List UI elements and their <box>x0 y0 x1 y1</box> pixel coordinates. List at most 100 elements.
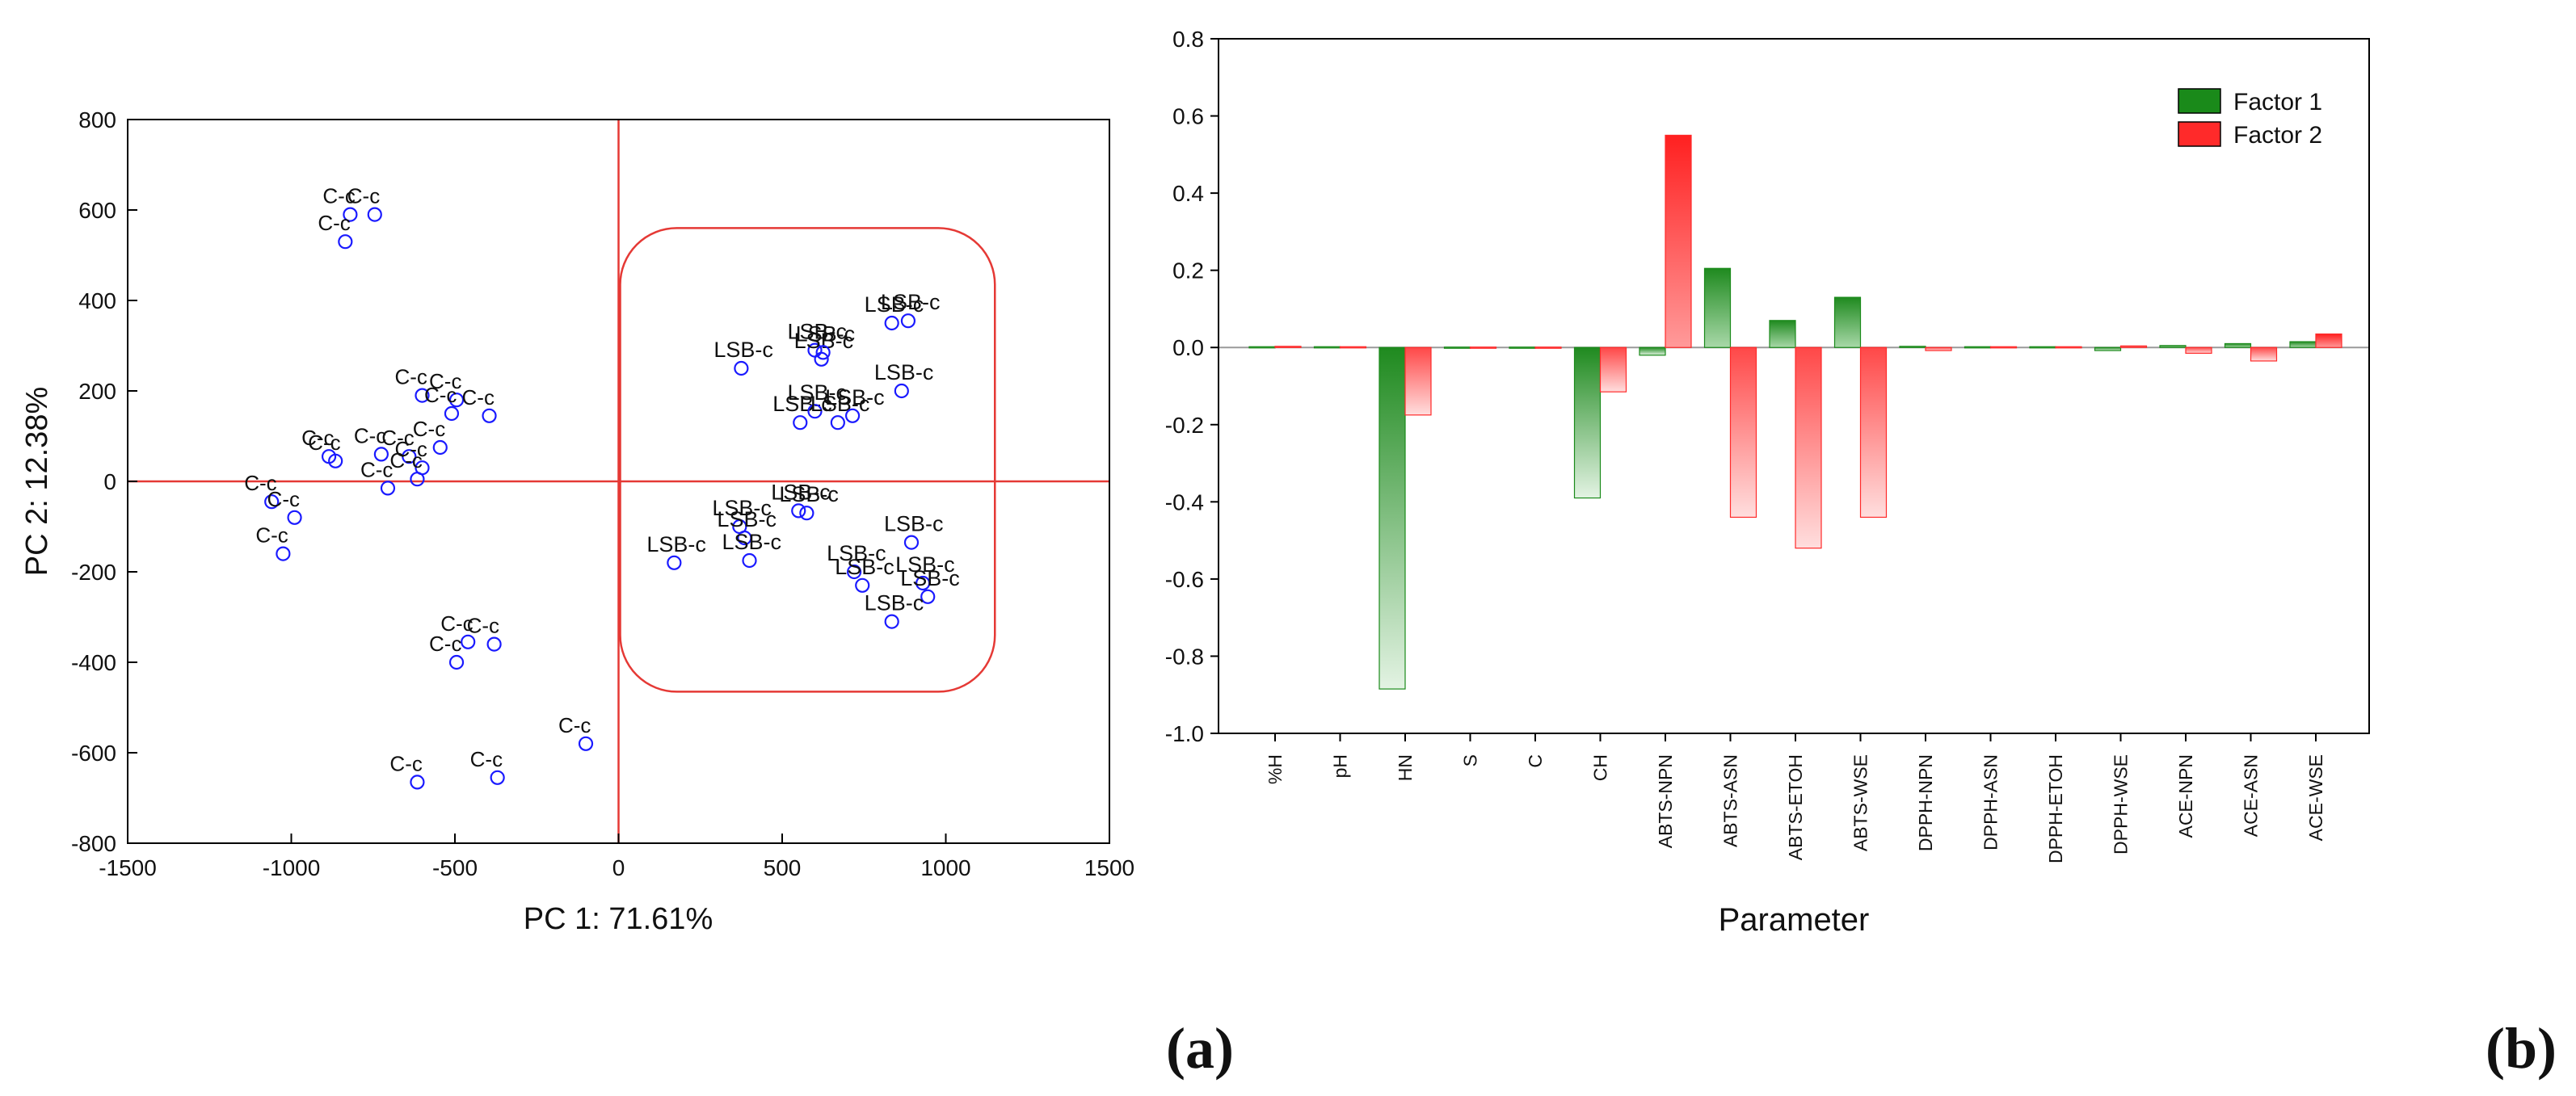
point-label: C-c <box>389 448 422 472</box>
x-tick-label: 1500 <box>1084 855 1134 880</box>
y-tick-label: 200 <box>78 379 116 404</box>
point-label: C-c <box>462 385 495 409</box>
point-lsb-c: LSB-c <box>772 392 832 430</box>
point-lsb-c: LSB-c <box>712 496 772 535</box>
point-lsb-c: LSB-c <box>788 320 848 358</box>
point-lsb-c: LSB-c <box>881 290 941 329</box>
point-label: LSB-c <box>900 566 960 590</box>
point-marker <box>793 415 808 430</box>
legend: Factor 1 Factor 2 <box>2178 88 2322 149</box>
point-marker <box>667 555 682 570</box>
point-marker <box>791 503 806 519</box>
point-marker <box>415 388 430 403</box>
point-label: LSB-c <box>788 380 848 405</box>
point-label: C-c <box>267 487 300 511</box>
bar-factor-1 <box>1248 346 1276 349</box>
point-label: C-c <box>440 611 473 636</box>
y-tick-label: -0.2 <box>1165 413 1204 438</box>
category-label: CH <box>1590 754 1611 781</box>
legend-swatch-factor-2 <box>2178 121 2221 147</box>
point-marker <box>894 383 909 399</box>
point-marker <box>737 530 752 546</box>
bar-factor-2 <box>1339 346 1367 349</box>
point-label: LSB-c <box>788 320 848 344</box>
bar-factor-1 <box>1509 346 1536 349</box>
bar-factor-2 <box>2250 346 2278 362</box>
point-lsb-c: LSB-c <box>874 360 933 399</box>
point-label: C-c <box>413 417 445 441</box>
point-lsb-c: LSB-c <box>722 530 781 569</box>
point-label: LSB-c <box>794 329 854 353</box>
category-label: DPPH-WSE <box>2111 754 2132 855</box>
highlight-region <box>619 227 996 693</box>
point-lsb-c: LSB-c <box>810 392 869 430</box>
category-label: S <box>1460 754 1481 766</box>
bar-factor-1 <box>2159 345 2187 348</box>
point-marker <box>807 404 823 419</box>
point-label: LSB-c <box>884 512 944 536</box>
point-marker <box>742 552 757 569</box>
point-marker <box>815 345 831 360</box>
point-c-c: C-c <box>470 747 505 785</box>
point-label: C-c <box>470 747 503 771</box>
category-label: ABTS-WSE <box>1850 754 1871 851</box>
point-label: LSB-c <box>717 507 777 531</box>
point-label: C-c <box>395 365 427 389</box>
bar-factor-2 <box>1729 346 1757 519</box>
point-c-c: C-c <box>389 448 425 487</box>
point-label: LSB-c <box>713 338 773 362</box>
point-label: C-c <box>255 523 288 548</box>
point-marker <box>338 234 353 250</box>
point-c-c: C-c <box>395 437 430 476</box>
bar-factor-2 <box>1925 346 1952 351</box>
point-marker <box>276 546 291 561</box>
y-tick-label: 600 <box>78 198 116 223</box>
bar-factor-2 <box>2055 346 2082 349</box>
bar-factor-2 <box>1469 346 1497 349</box>
y-tick-label: -1.0 <box>1165 721 1204 746</box>
point-marker <box>461 634 476 649</box>
x-axis-label: Parameter <box>1719 902 1870 938</box>
highlight-rounded-box <box>619 227 996 693</box>
bar-factor-1 <box>1639 346 1666 356</box>
point-marker <box>844 408 861 423</box>
point-label: C-c <box>429 369 461 393</box>
bar-factor-2 <box>1534 346 1562 349</box>
category-label: ABTS-ASN <box>1720 754 1741 847</box>
point-marker <box>343 207 358 222</box>
category-label: ACE-WSE <box>2305 754 2326 841</box>
bar-factor-1 <box>1573 346 1602 499</box>
bar-factor-1 <box>1313 346 1341 349</box>
category-label: C <box>1525 754 1546 768</box>
point-label: LSB-c <box>881 290 941 314</box>
point-c-c: C-c <box>413 417 448 456</box>
point-lsb-c: LSB-c <box>884 512 944 550</box>
point-c-c: C-c <box>429 369 465 408</box>
category-label: ABTS-ETOH <box>1785 754 1806 860</box>
point-c-c: C-c <box>389 751 425 790</box>
point-c-c: C-c <box>267 487 302 525</box>
legend-label-factor-1: Factor 1 <box>2233 89 2322 115</box>
point-c-c: C-c <box>347 184 382 222</box>
point-c-c: C-c <box>440 611 476 649</box>
point-label: C-c <box>424 383 457 407</box>
y-tick-label: -0.6 <box>1165 567 1204 592</box>
point-lsb-c: LSB-c <box>717 507 777 546</box>
legend-swatch-factor-1 <box>2178 88 2221 114</box>
panel-label-a: (a) <box>1166 1016 1234 1081</box>
point-label: C-c <box>347 184 380 208</box>
point-marker <box>884 614 899 629</box>
point-label: LSB-c <box>865 292 924 317</box>
y-tick-label: -200 <box>71 560 116 585</box>
bar-factor-1 <box>2224 342 2252 348</box>
point-lsb-c: LSB-c <box>646 532 706 570</box>
point-c-c: C-c <box>308 430 343 468</box>
point-c-c: C-c <box>462 385 497 423</box>
category-label: ACE-NPN <box>2175 754 2196 838</box>
point-marker <box>432 439 448 456</box>
point-label: LSB-c <box>712 496 772 520</box>
point-label: C-c <box>244 471 276 495</box>
bar-factor-2 <box>1665 134 1692 348</box>
point-c-c: C-c <box>318 211 353 250</box>
